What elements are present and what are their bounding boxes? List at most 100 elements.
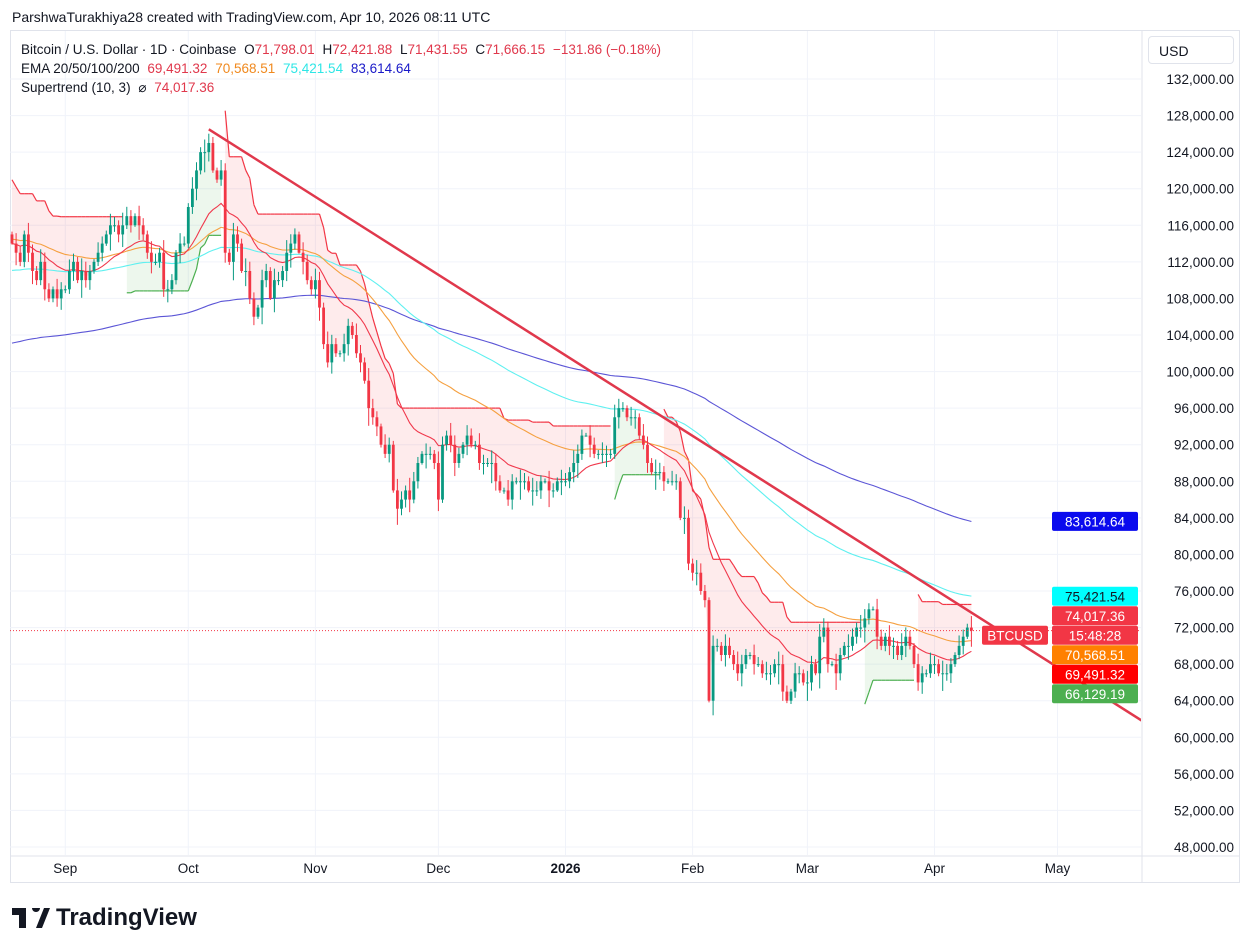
supertrend-fill — [844, 622, 849, 651]
candle — [781, 664, 785, 692]
supertrend-fill — [274, 214, 279, 290]
price-axis-label: 74,017.36 — [1065, 609, 1125, 624]
legend-ema-row: EMA 20/50/100/200 69,491.32 70,568.51 75… — [21, 59, 665, 78]
candle — [445, 435, 448, 445]
supertrend-segment — [765, 596, 771, 603]
candle — [707, 600, 711, 701]
symbol-tag-bg — [982, 625, 1048, 645]
candle — [150, 252, 153, 262]
candle — [818, 636, 822, 674]
supertrend-fill — [561, 425, 566, 482]
candle — [908, 636, 912, 646]
candle — [449, 435, 453, 445]
y-tick-label: 104,000.00 — [1166, 328, 1234, 343]
supertrend-segment — [384, 358, 390, 364]
supertrend-fill — [618, 408, 623, 486]
candle — [929, 664, 932, 674]
ema-label[interactable]: EMA 20/50/100/200 — [21, 61, 140, 76]
supertrend-segment — [359, 270, 366, 285]
supertrend-segment — [679, 431, 685, 452]
candle — [404, 490, 407, 500]
supertrend-fill — [376, 332, 381, 436]
candle — [240, 243, 243, 271]
candle — [76, 261, 79, 281]
supertrend-segment — [249, 178, 255, 205]
symbol-name[interactable]: Bitcoin / U.S. Dollar · 1D · Coinbase — [21, 42, 237, 57]
candle — [957, 645, 961, 655]
candle — [851, 636, 854, 646]
supertrend-fill — [385, 358, 390, 450]
candle — [883, 636, 887, 646]
supertrend-fill — [754, 576, 759, 665]
trendline — [208, 128, 1141, 722]
supertrend-label[interactable]: Supertrend (10, 3) — [21, 80, 131, 95]
supertrend-segment — [704, 517, 710, 548]
candle — [27, 234, 30, 253]
candle — [219, 170, 223, 180]
supertrend-fill — [672, 417, 677, 482]
supertrend-fill — [832, 622, 837, 669]
currency-button[interactable]: USD — [1148, 36, 1234, 64]
supertrend-fill — [61, 216, 66, 294]
candle — [174, 252, 178, 281]
candle — [104, 234, 108, 244]
supertrend-fill — [750, 576, 755, 660]
supertrend-segment — [253, 204, 259, 215]
candle — [629, 417, 633, 419]
supertrend-fill — [770, 602, 775, 674]
supertrend-fill — [946, 604, 951, 674]
supertrend-fill — [331, 253, 336, 354]
hidden-icon[interactable]: ⌀ — [138, 80, 147, 95]
supertrend-segment — [31, 193, 38, 202]
candle — [412, 481, 416, 500]
supertrend-fill — [934, 601, 939, 669]
candle — [55, 289, 59, 299]
supertrend-segment — [368, 301, 374, 319]
candle — [478, 444, 481, 463]
supertrend-fill — [327, 250, 332, 354]
supertrend-segment — [195, 247, 202, 270]
candle — [72, 261, 75, 271]
candle — [334, 344, 338, 354]
candle — [555, 481, 559, 491]
supertrend-fill — [372, 318, 377, 422]
candle — [752, 655, 756, 665]
supertrend-fill — [36, 200, 41, 276]
supertrend-fill — [508, 420, 513, 495]
candle — [191, 188, 194, 207]
candle — [519, 481, 522, 483]
supertrend-fill — [524, 420, 529, 486]
price-axis-label: 66,129.19 — [1065, 687, 1125, 702]
candle — [494, 463, 498, 482]
candle — [888, 636, 891, 646]
y-tick-label: 72,000.00 — [1174, 621, 1234, 636]
candle — [892, 645, 895, 647]
price-axis-label: 70,568.51 — [1065, 648, 1125, 663]
supertrend-fill — [950, 604, 955, 669]
y-tick-label: 52,000.00 — [1174, 803, 1234, 818]
plot-area — [10, 31, 1141, 855]
candle — [670, 481, 674, 483]
candle — [318, 280, 321, 308]
supertrend-segment — [241, 156, 247, 171]
supertrend-segment — [499, 407, 505, 419]
supertrend-fill — [733, 565, 738, 669]
supertrend-fill — [889, 641, 894, 681]
supertrend-segment — [737, 571, 743, 577]
candle — [777, 664, 781, 666]
candle — [457, 453, 461, 463]
candle — [617, 408, 621, 418]
candle — [428, 453, 432, 455]
supertrend-fill — [520, 420, 525, 482]
candle — [490, 463, 494, 464]
supertrend-fill — [540, 422, 545, 486]
candle — [744, 655, 748, 665]
candle — [309, 280, 313, 290]
supertrend-segment — [786, 616, 792, 623]
candle — [576, 453, 580, 463]
supertrend-fill — [762, 592, 767, 674]
supertrend-fill — [918, 594, 923, 678]
candle — [133, 216, 137, 226]
candle — [170, 280, 174, 290]
